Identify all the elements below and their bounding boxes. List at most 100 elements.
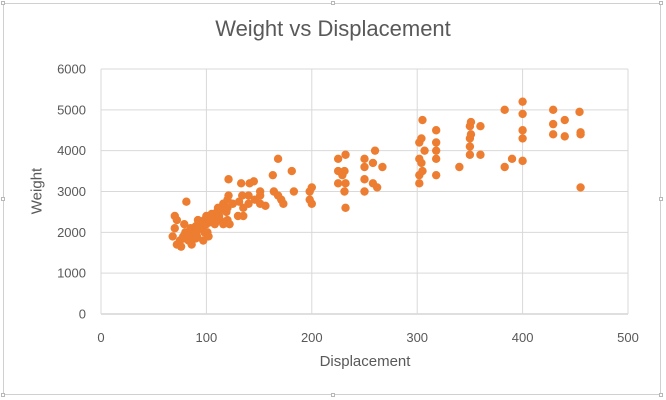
data-point[interactable] — [287, 166, 296, 176]
data-point[interactable] — [341, 179, 350, 188]
data-point[interactable] — [204, 232, 213, 241]
data-point[interactable] — [500, 105, 509, 115]
data-point[interactable] — [455, 162, 464, 172]
data-point[interactable] — [431, 154, 441, 164]
data-point[interactable] — [476, 121, 485, 131]
data-point[interactable] — [187, 240, 196, 249]
x-tick-label: 500 — [617, 330, 639, 345]
data-point[interactable] — [417, 158, 426, 168]
data-point[interactable] — [244, 199, 253, 208]
data-point[interactable] — [360, 187, 369, 196]
data-point[interactable] — [575, 107, 584, 117]
data-point[interactable] — [465, 142, 475, 151]
resize-handle-middle-left[interactable] — [1, 197, 5, 201]
data-point[interactable] — [518, 134, 527, 143]
data-point[interactable] — [333, 179, 343, 188]
data-point[interactable] — [466, 130, 476, 139]
data-point[interactable] — [417, 134, 426, 143]
data-point[interactable] — [180, 219, 189, 229]
data-point[interactable] — [333, 154, 343, 164]
data-point[interactable] — [431, 146, 441, 155]
data-point[interactable] — [431, 170, 441, 180]
data-point[interactable] — [279, 199, 288, 208]
data-point[interactable] — [548, 130, 558, 139]
data-point[interactable] — [228, 199, 237, 208]
data-point[interactable] — [420, 146, 429, 155]
resize-handle-bottom-left[interactable] — [1, 393, 5, 397]
data-point[interactable] — [341, 203, 350, 213]
data-point[interactable] — [182, 197, 191, 206]
data-point[interactable] — [192, 232, 202, 241]
data-point[interactable] — [168, 232, 177, 241]
data-point[interactable] — [500, 162, 509, 172]
data-point[interactable] — [341, 150, 350, 159]
data-point[interactable] — [576, 128, 585, 137]
data-point[interactable] — [518, 97, 527, 106]
data-point[interactable] — [224, 191, 233, 200]
data-point[interactable] — [255, 187, 265, 196]
x-axis-title[interactable]: Displacement — [319, 353, 411, 370]
data-point[interactable] — [465, 150, 475, 159]
data-point[interactable] — [176, 242, 186, 251]
data-point[interactable] — [431, 126, 441, 135]
data-point[interactable] — [172, 215, 182, 225]
data-point[interactable] — [273, 154, 283, 164]
resize-handle-bottom-right[interactable] — [659, 393, 663, 397]
data-point[interactable] — [261, 201, 270, 210]
resize-handle-middle-right[interactable] — [659, 197, 663, 201]
y-tick-label: 3000 — [57, 184, 86, 199]
data-point[interactable] — [225, 219, 234, 229]
data-point[interactable] — [340, 166, 349, 176]
data-point[interactable] — [466, 117, 476, 127]
resize-handle-top-left[interactable] — [1, 1, 5, 5]
y-tick-label: 6000 — [57, 62, 86, 77]
data-point[interactable] — [249, 177, 259, 186]
data-point[interactable] — [518, 156, 527, 166]
data-point[interactable] — [507, 154, 517, 164]
data-point[interactable] — [224, 175, 233, 184]
x-tick-label: 400 — [512, 330, 534, 345]
data-point[interactable] — [360, 175, 369, 184]
data-point[interactable] — [360, 162, 369, 172]
data-point[interactable] — [244, 191, 253, 200]
data-point[interactable] — [307, 199, 316, 208]
x-tick-label: 100 — [196, 330, 218, 345]
y-tick-label: 1000 — [57, 266, 86, 281]
data-point[interactable] — [560, 132, 569, 141]
data-point[interactable] — [360, 154, 369, 164]
data-point[interactable] — [518, 126, 527, 135]
data-point[interactable] — [340, 187, 349, 196]
data-point[interactable] — [239, 211, 248, 221]
data-point[interactable] — [372, 183, 382, 192]
data-point[interactable] — [238, 191, 247, 200]
data-point[interactable] — [476, 150, 485, 159]
data-point[interactable] — [431, 138, 441, 147]
data-point[interactable] — [548, 105, 558, 115]
tick-labels: 0 1000 2000 3000 4000 5000 6000 0 100 200 300 400 50… — [57, 62, 639, 346]
data-point[interactable] — [560, 115, 569, 125]
y-tick-label: 0 — [79, 307, 86, 322]
data-point[interactable] — [307, 183, 316, 192]
data-point[interactable] — [236, 179, 246, 188]
chart-title[interactable]: Weight vs Displacement — [215, 16, 451, 41]
data-point[interactable] — [368, 158, 378, 168]
data-point[interactable] — [268, 170, 278, 180]
data-point[interactable] — [170, 224, 179, 233]
data-point[interactable] — [378, 162, 387, 172]
x-tick-label: 200 — [301, 330, 323, 345]
x-tick-label: 0 — [97, 330, 104, 345]
data-point[interactable] — [576, 183, 585, 192]
data-point[interactable] — [289, 187, 299, 196]
data-point[interactable] — [418, 166, 427, 176]
data-series[interactable] — [168, 97, 585, 251]
data-point[interactable] — [415, 179, 424, 188]
x-tick-label: 300 — [406, 330, 428, 345]
data-point[interactable] — [548, 119, 558, 129]
data-point[interactable] — [370, 146, 380, 155]
resize-handle-bottom-center[interactable] — [331, 393, 335, 397]
data-point[interactable] — [418, 115, 427, 125]
resize-handle-top-right[interactable] — [659, 1, 663, 5]
resize-handle-top-center[interactable] — [331, 1, 335, 5]
data-point[interactable] — [518, 109, 527, 119]
